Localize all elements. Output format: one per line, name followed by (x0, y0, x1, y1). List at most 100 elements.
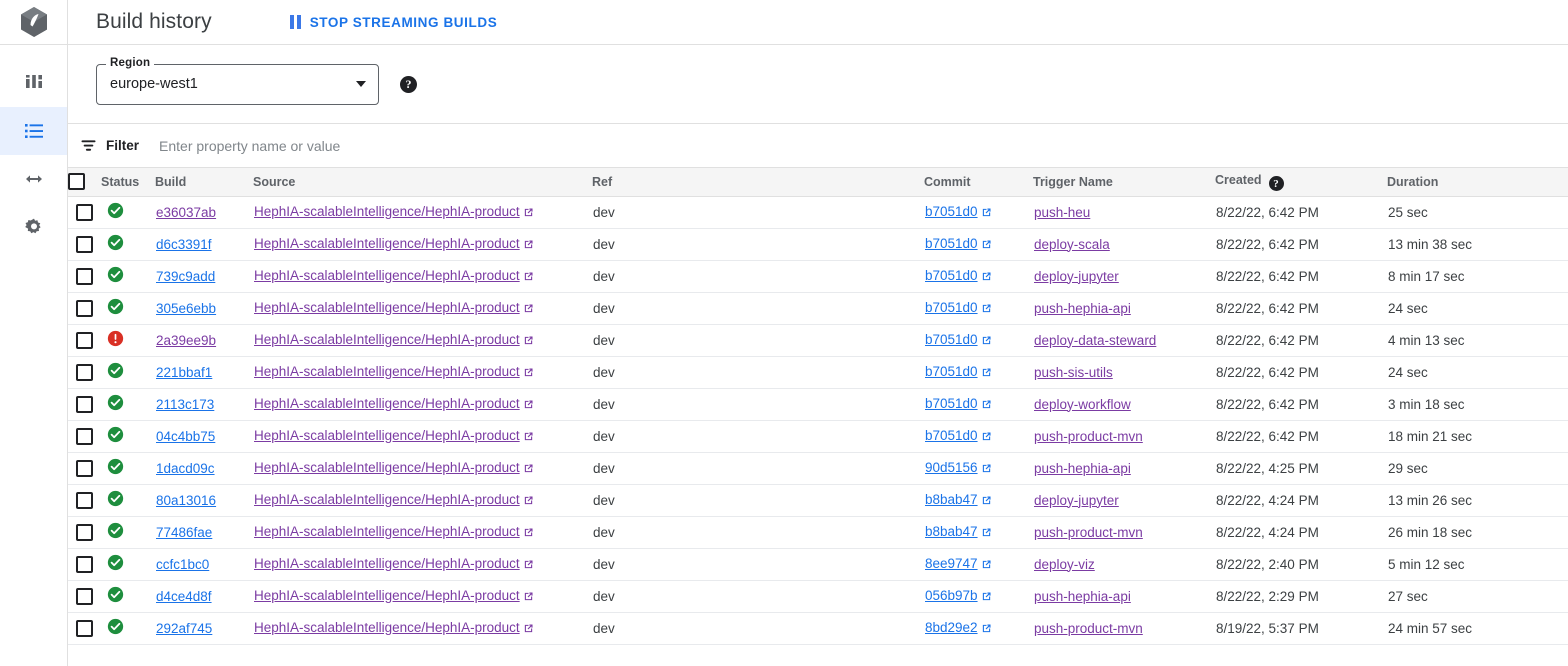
trigger-link[interactable]: push-product-mvn (1034, 620, 1143, 636)
row-checkbox[interactable] (75, 555, 93, 573)
source-link[interactable]: HephIA-scalableIntelligence/HephIA-produ… (254, 619, 520, 635)
build-link[interactable]: 2113c173 (156, 396, 215, 412)
table-row[interactable]: 739c9add HephIA-scalableIntelligence/Heph… (68, 260, 1568, 293)
commit-link[interactable]: 8bd29e2 (925, 619, 978, 635)
sidebar-item-settings[interactable] (0, 203, 67, 251)
commit-link[interactable]: 056b97b (925, 587, 978, 603)
source-link[interactable]: HephIA-scalableIntelligence/HephIA-produ… (254, 203, 520, 219)
column-header-commit[interactable]: Commit (924, 168, 1033, 197)
external-link-icon[interactable] (981, 462, 992, 477)
row-checkbox[interactable] (75, 619, 93, 637)
external-link-icon[interactable] (523, 494, 534, 509)
external-link-icon[interactable] (981, 494, 992, 509)
commit-link[interactable]: b8bab47 (925, 491, 978, 507)
external-link-icon[interactable] (981, 430, 992, 445)
table-row[interactable]: 2a39ee9b HephIA-scalableIntelligence/Heph… (68, 324, 1568, 357)
sidebar-item-history[interactable] (0, 107, 67, 155)
external-link-icon[interactable] (523, 622, 534, 637)
table-row[interactable]: ccfc1bc0 HephIA-scalableIntelligence/Heph… (68, 548, 1568, 581)
commit-link[interactable]: b7051d0 (925, 235, 978, 251)
row-checkbox[interactable] (75, 523, 93, 541)
commit-link[interactable]: b7051d0 (925, 267, 978, 283)
external-link-icon[interactable] (981, 526, 992, 541)
source-link[interactable]: HephIA-scalableIntelligence/HephIA-produ… (254, 331, 520, 347)
commit-link[interactable]: b7051d0 (925, 363, 978, 379)
table-row[interactable]: 77486fae HephIA-scalableIntelligence/Heph… (68, 516, 1568, 549)
help-icon[interactable]: ? (400, 75, 417, 93)
trigger-link[interactable]: push-sis-utils (1034, 364, 1113, 380)
external-link-icon[interactable] (523, 526, 534, 541)
build-link[interactable]: 77486fae (156, 524, 213, 540)
source-link[interactable]: HephIA-scalableIntelligence/HephIA-produ… (254, 587, 520, 603)
row-checkbox[interactable] (75, 203, 93, 221)
table-row[interactable]: 221bbaf1 HephIA-scalableIntelligence/Heph… (68, 356, 1568, 389)
row-checkbox[interactable] (75, 587, 93, 605)
external-link-icon[interactable] (523, 238, 534, 253)
external-link-icon[interactable] (523, 398, 534, 413)
trigger-link[interactable]: deploy-data-steward (1034, 332, 1157, 348)
commit-link[interactable]: b7051d0 (925, 203, 978, 219)
filter-input[interactable] (157, 136, 698, 155)
commit-link[interactable]: b7051d0 (925, 395, 978, 411)
table-row[interactable]: 80a13016 HephIA-scalableIntelligence/Heph… (68, 484, 1568, 517)
table-row[interactable]: 2113c173 HephIA-scalableIntelligence/Heph… (68, 388, 1568, 421)
external-link-icon[interactable] (523, 366, 534, 381)
trigger-link[interactable]: push-hephia-api (1034, 300, 1131, 316)
source-link[interactable]: HephIA-scalableIntelligence/HephIA-produ… (254, 363, 520, 379)
build-link[interactable]: 305e6ebb (156, 300, 217, 316)
trigger-link[interactable]: deploy-jupyter (1034, 492, 1119, 508)
trigger-link[interactable]: deploy-jupyter (1034, 268, 1119, 284)
external-link-icon[interactable] (981, 334, 992, 349)
external-link-icon[interactable] (981, 238, 992, 253)
build-link[interactable]: 739c9add (156, 268, 216, 284)
row-checkbox[interactable] (75, 235, 93, 253)
build-link[interactable]: ccfc1bc0 (156, 556, 210, 572)
build-link[interactable]: 1dacd09c (156, 460, 215, 476)
row-checkbox[interactable] (75, 459, 93, 477)
table-row[interactable]: d4ce4d8f HephIA-scalableIntelligence/Heph… (68, 580, 1568, 613)
source-link[interactable]: HephIA-scalableIntelligence/HephIA-produ… (254, 267, 520, 283)
build-link[interactable]: e36037ab (156, 204, 217, 220)
build-link[interactable]: 2a39ee9b (156, 332, 217, 348)
external-link-icon[interactable] (523, 302, 534, 317)
external-link-icon[interactable] (523, 590, 534, 605)
row-checkbox[interactable] (75, 363, 93, 381)
created-help-icon[interactable]: ? (1268, 176, 1284, 191)
table-row[interactable]: 04c4bb75 HephIA-scalableIntelligence/Heph… (68, 420, 1568, 453)
external-link-icon[interactable] (981, 590, 992, 605)
row-checkbox[interactable] (75, 331, 93, 349)
external-link-icon[interactable] (981, 302, 992, 317)
table-row[interactable]: 1dacd09c HephIA-scalableIntelligence/Heph… (68, 452, 1568, 485)
region-select-box[interactable]: europe-west1 (96, 63, 379, 105)
cloud-build-cube-logo[interactable] (0, 0, 67, 45)
trigger-link[interactable]: push-hephia-api (1034, 588, 1131, 604)
external-link-icon[interactable] (981, 622, 992, 637)
row-checkbox[interactable] (75, 267, 93, 285)
table-row[interactable]: 292af745 HephIA-scalableIntelligence/Heph… (68, 612, 1568, 645)
row-checkbox[interactable] (75, 299, 93, 317)
external-link-icon[interactable] (981, 398, 992, 413)
column-header-created[interactable]: Created? (1215, 168, 1387, 197)
build-link[interactable]: d6c3391f (156, 236, 212, 252)
external-link-icon[interactable] (523, 270, 534, 285)
source-link[interactable]: HephIA-scalableIntelligence/HephIA-produ… (254, 491, 520, 507)
external-link-icon[interactable] (523, 206, 534, 221)
commit-link[interactable]: b7051d0 (925, 299, 978, 315)
filter-button[interactable]: Filter (80, 137, 139, 154)
build-link[interactable]: 292af745 (156, 620, 213, 636)
external-link-icon[interactable] (981, 270, 992, 285)
source-link[interactable]: HephIA-scalableIntelligence/HephIA-produ… (254, 299, 520, 315)
trigger-link[interactable]: deploy-workflow (1034, 396, 1131, 412)
build-link[interactable]: 221bbaf1 (156, 364, 213, 380)
source-link[interactable]: HephIA-scalableIntelligence/HephIA-produ… (254, 395, 520, 411)
trigger-link[interactable]: deploy-scala (1034, 236, 1110, 252)
row-checkbox[interactable] (75, 427, 93, 445)
source-link[interactable]: HephIA-scalableIntelligence/HephIA-produ… (254, 459, 520, 475)
stop-streaming-builds-button[interactable]: STOP STREAMING BUILDS (289, 15, 498, 30)
trigger-link[interactable]: push-product-mvn (1034, 428, 1143, 444)
column-header-duration[interactable]: Duration (1387, 168, 1568, 197)
build-link[interactable]: 80a13016 (156, 492, 217, 508)
external-link-icon[interactable] (523, 334, 534, 349)
sidebar-item-dashboard[interactable] (0, 59, 67, 107)
column-header-status[interactable]: Status (101, 168, 155, 197)
